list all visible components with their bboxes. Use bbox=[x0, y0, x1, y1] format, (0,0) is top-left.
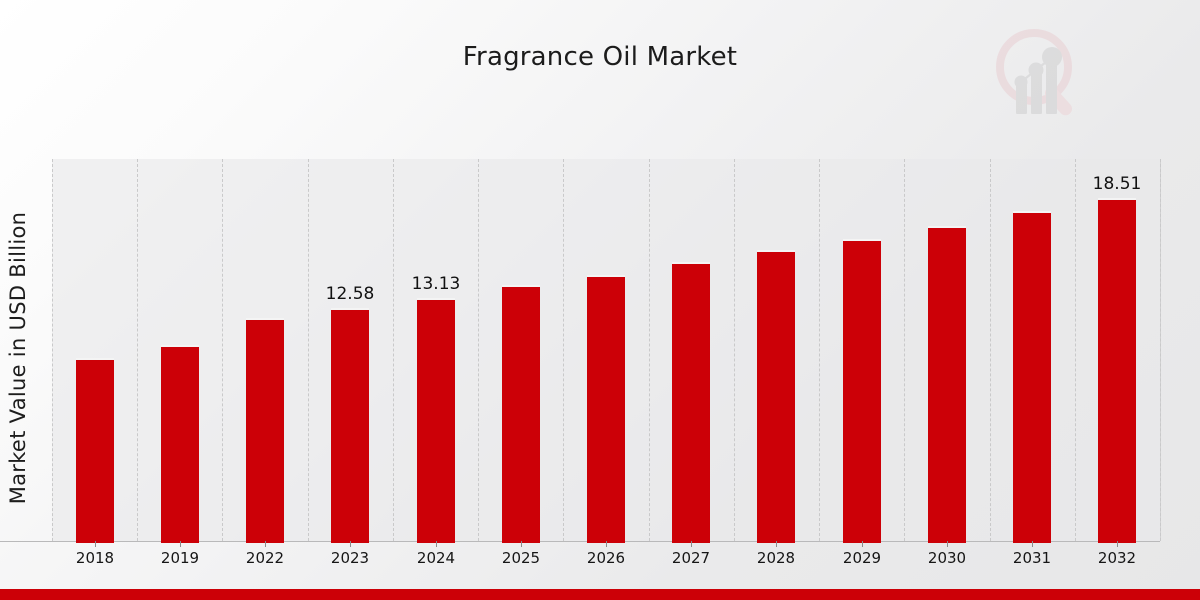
gridline bbox=[52, 159, 53, 541]
x-tick-2028 bbox=[776, 541, 777, 547]
bar-value-2032: 18.51 bbox=[1092, 174, 1142, 194]
gridline bbox=[478, 159, 480, 541]
bar-2028[interactable] bbox=[757, 250, 795, 543]
x-tick-2030 bbox=[947, 541, 948, 547]
x-tick-2029 bbox=[862, 541, 863, 547]
bar-2031[interactable] bbox=[1013, 211, 1051, 543]
magnifier-bar-chart-logo bbox=[986, 22, 1090, 126]
x-tick-2032 bbox=[1117, 541, 1118, 547]
bar-2018[interactable] bbox=[76, 358, 114, 543]
bar-value-2023: 12.58 bbox=[325, 284, 375, 304]
x-tick-2026 bbox=[606, 541, 607, 547]
x-axis-label-2022: 2022 bbox=[245, 549, 285, 567]
gridline bbox=[1160, 159, 1161, 541]
bar-2027[interactable] bbox=[672, 262, 710, 543]
x-axis-label-2031: 2031 bbox=[1012, 549, 1052, 567]
footer-accent-band bbox=[0, 589, 1200, 600]
bar-value-2024: 13.13 bbox=[411, 274, 461, 294]
gridline bbox=[819, 159, 821, 541]
x-axis-label-2032: 2032 bbox=[1097, 549, 1137, 567]
bar-2023[interactable] bbox=[331, 308, 369, 543]
bar-2019[interactable] bbox=[161, 345, 199, 543]
x-axis-label-2030: 2030 bbox=[927, 549, 967, 567]
gridline bbox=[1074, 159, 1076, 541]
bar-2032[interactable] bbox=[1098, 198, 1136, 543]
bar-2026[interactable] bbox=[587, 275, 625, 543]
bar-2022[interactable] bbox=[246, 318, 284, 543]
gridline bbox=[648, 159, 650, 541]
gridline bbox=[307, 159, 309, 541]
gridline bbox=[137, 159, 139, 541]
x-tick-2027 bbox=[691, 541, 692, 547]
bar-2024[interactable] bbox=[417, 298, 455, 543]
x-tick-2022 bbox=[265, 541, 266, 547]
gridline bbox=[222, 159, 224, 541]
gridline bbox=[989, 159, 991, 541]
gridline bbox=[563, 159, 565, 541]
x-tick-2023 bbox=[350, 541, 351, 547]
bar-2029[interactable] bbox=[843, 239, 881, 543]
x-axis-label-2023: 2023 bbox=[330, 549, 370, 567]
gridline bbox=[392, 159, 394, 541]
x-axis-label-2025: 2025 bbox=[501, 549, 541, 567]
x-tick-2024 bbox=[436, 541, 437, 547]
x-tick-2018 bbox=[95, 541, 96, 547]
bar-2025[interactable] bbox=[502, 285, 540, 543]
x-axis-label-2028: 2028 bbox=[756, 549, 796, 567]
gridline bbox=[904, 159, 906, 541]
page-title: Fragrance Oil Market bbox=[462, 42, 738, 72]
bar-2030[interactable] bbox=[928, 226, 966, 543]
x-axis-label-2019: 2019 bbox=[160, 549, 200, 567]
x-axis-label-2018: 2018 bbox=[75, 549, 115, 567]
x-tick-2019 bbox=[180, 541, 181, 547]
gridline bbox=[733, 159, 735, 541]
x-axis-line bbox=[0, 541, 1160, 542]
x-tick-2031 bbox=[1032, 541, 1033, 547]
x-axis-label-2026: 2026 bbox=[586, 549, 626, 567]
y-axis-title: Market Value in USD Billion bbox=[6, 211, 30, 505]
x-axis-label-2027: 2027 bbox=[671, 549, 711, 567]
x-axis-label-2029: 2029 bbox=[842, 549, 882, 567]
x-tick-2025 bbox=[521, 541, 522, 547]
x-axis-label-2024: 2024 bbox=[416, 549, 456, 567]
